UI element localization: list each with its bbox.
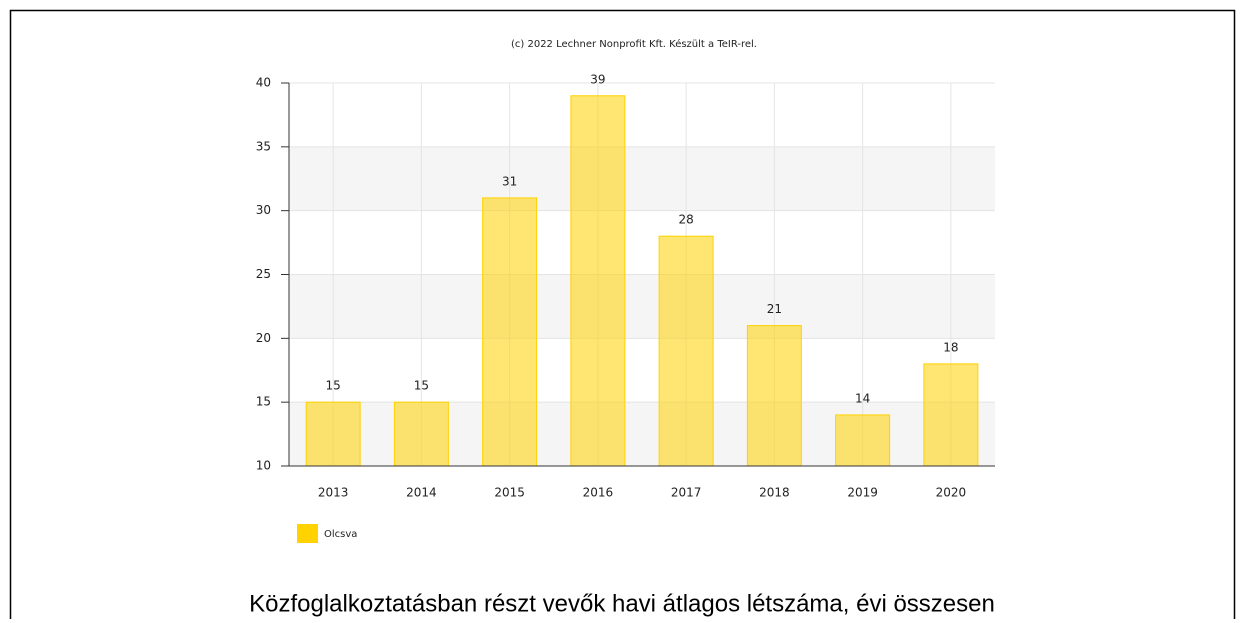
y-tick-label: 20 xyxy=(256,331,271,345)
x-tick-label: 2013 xyxy=(318,486,349,500)
bar xyxy=(658,235,714,467)
y-tick-label: 15 xyxy=(256,395,271,409)
x-tick-label: 2019 xyxy=(847,486,878,500)
legend-swatch xyxy=(297,524,318,543)
bar xyxy=(923,363,979,467)
y-tick-label: 30 xyxy=(256,203,271,217)
y-tick-label: 25 xyxy=(256,267,271,281)
bar xyxy=(393,401,449,467)
data-label: 21 xyxy=(767,302,782,316)
x-tick-label: 2016 xyxy=(583,486,614,500)
y-tick-label: 35 xyxy=(256,139,271,153)
data-label: 28 xyxy=(678,213,693,227)
bar xyxy=(746,325,802,467)
data-label: 15 xyxy=(325,379,340,393)
bar xyxy=(482,197,538,467)
x-tick-label: 2018 xyxy=(759,486,790,500)
bar xyxy=(570,95,626,467)
data-label: 39 xyxy=(590,72,605,86)
legend-label: Olcsva xyxy=(324,529,357,540)
data-label: 15 xyxy=(414,379,429,393)
frame xyxy=(9,9,1236,619)
y-tick-label: 10 xyxy=(256,459,271,473)
x-tick-label: 2017 xyxy=(671,486,702,500)
credits: (c) 2022 Lechner Nonprofit Kft. Készült … xyxy=(511,38,757,50)
plot-band xyxy=(289,274,995,339)
bar xyxy=(305,401,361,467)
plot-band xyxy=(289,146,995,211)
x-tick-label: 2020 xyxy=(936,486,967,500)
caption: Közfoglalkoztatásban részt vevők havi át… xyxy=(249,590,995,617)
bar xyxy=(835,414,891,467)
x-tick-label: 2014 xyxy=(406,486,437,500)
y-tick-label: 40 xyxy=(256,76,271,90)
x-tick-label: 2015 xyxy=(494,486,525,500)
data-label: 31 xyxy=(502,174,517,188)
data-label: 14 xyxy=(855,391,870,405)
data-label: 18 xyxy=(943,340,958,354)
